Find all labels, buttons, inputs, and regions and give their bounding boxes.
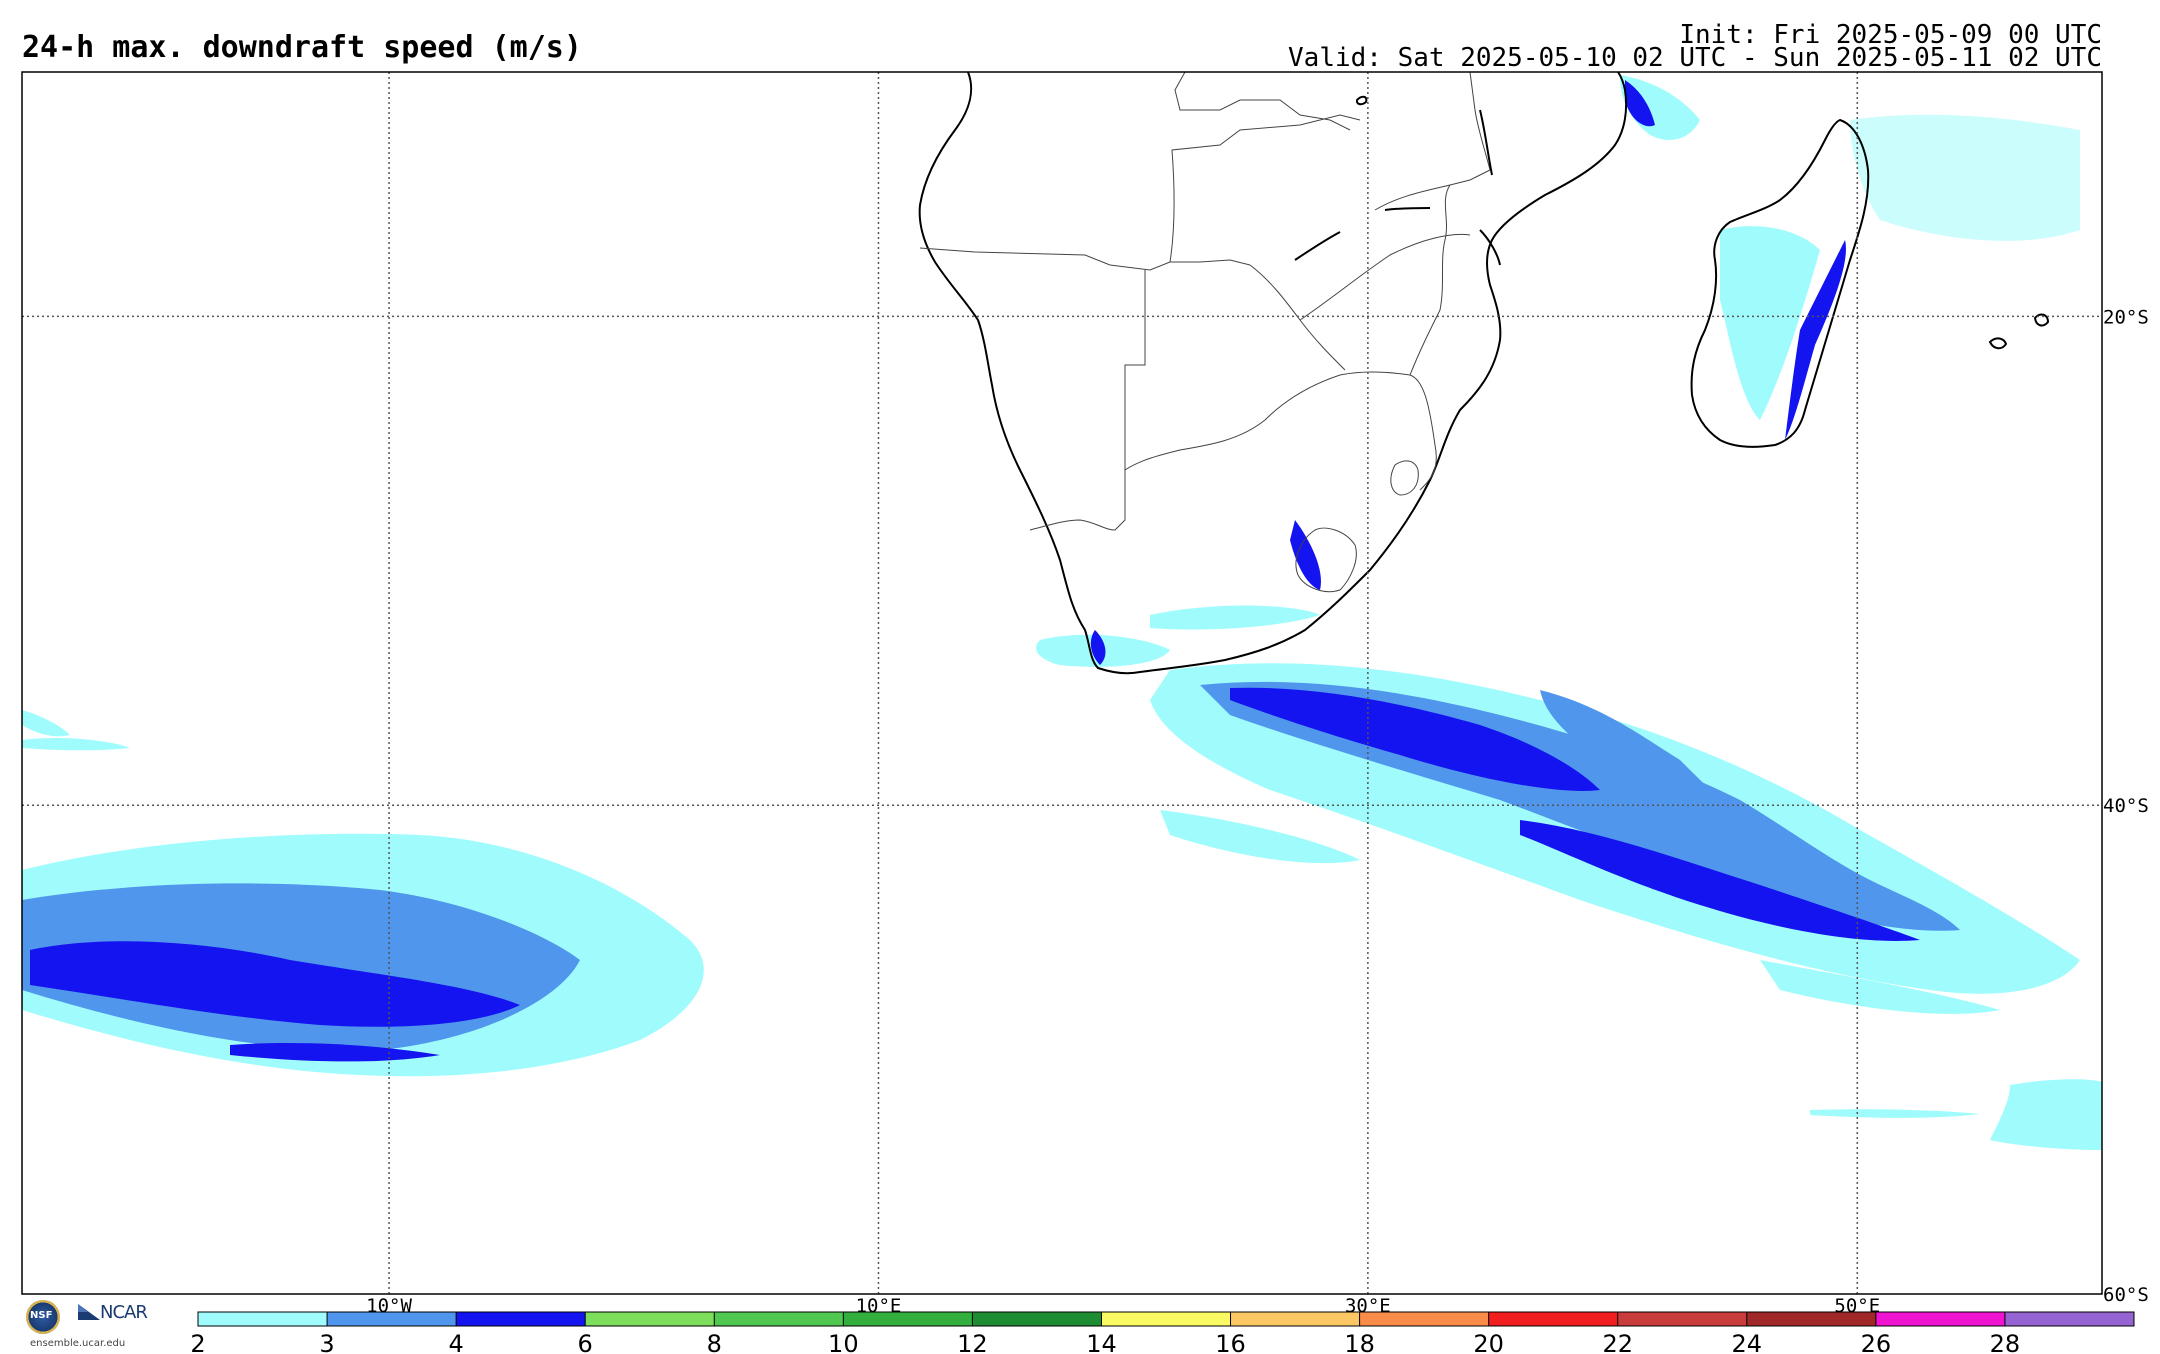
logo-area: NSF NCAR ensemble.ucar.edu — [22, 1298, 162, 1354]
mauritius-outline — [1988, 337, 2008, 350]
field-region-east-tail — [1760, 960, 2000, 1014]
field-region-madagascar — [1720, 226, 1820, 420]
border-lesotho — [1295, 527, 1357, 593]
parallel-label: 20°S — [2103, 306, 2149, 328]
field-speck-cape — [1090, 630, 1106, 665]
field-region-north-core — [1625, 80, 1655, 127]
colorbar-swatch — [1746, 1312, 1876, 1326]
field-region-east-streak — [1160, 810, 1360, 864]
colorbar-swatch — [198, 1312, 328, 1326]
border-eswatini — [1390, 460, 1419, 496]
colorbar-tick-label: 24 — [1732, 1330, 1763, 1354]
field-region-south-coast — [1150, 605, 1320, 630]
graticule-labels: 10°W 10°E 30°E 50°E20°S40°S60°S — [366, 306, 2149, 1317]
colorbar-swatch — [456, 1312, 586, 1326]
colorbar-tick-label: 18 — [1344, 1330, 1375, 1354]
field-region-east-core1 — [1230, 687, 1600, 791]
border-botswana-zimbabwe — [1249, 264, 1346, 371]
graticule — [22, 72, 2102, 1294]
nsf-logo — [26, 1300, 60, 1334]
colorbar-swatch — [972, 1312, 1102, 1326]
colorbar-swatch — [585, 1312, 715, 1326]
colorbar-tick-label: 28 — [1990, 1330, 2021, 1354]
border-zambia-west — [1169, 114, 1361, 263]
colorbar-swatch — [1230, 1312, 1360, 1326]
field-region-north — [1620, 75, 1700, 140]
colorbar-tick-label: 20 — [1473, 1330, 1504, 1354]
downdraft-shading — [22, 75, 2102, 1150]
valid-time-range: Valid: Sat 2025-05-10 02 UTC - Sun 2025-… — [1288, 43, 2102, 73]
colorbar-tick-label: 12 — [957, 1330, 988, 1354]
field-streak-se — [1810, 1109, 1980, 1118]
ncar-logo-mark — [78, 1304, 100, 1320]
colorbar-tick-label: 16 — [1215, 1330, 1246, 1354]
field-speck — [22, 710, 70, 737]
border-namibia-east — [1114, 270, 1146, 531]
nsf-logo-text: NSF — [30, 1310, 53, 1321]
field-region-lesotho — [1290, 520, 1321, 590]
coastlines — [918, 72, 2050, 675]
field-region-madagascar-core — [1785, 240, 1846, 440]
colorbar-swatch — [1875, 1312, 2005, 1326]
colorbar-tick-label: 2 — [190, 1330, 205, 1354]
lake-bangweulu — [1384, 207, 1431, 211]
field-speck — [22, 737, 130, 751]
field-region-east-indian — [1850, 114, 2080, 241]
parallel-label: 40°S — [2103, 795, 2149, 817]
map-frame — [21, 71, 2103, 1295]
colorbar-swatch — [1617, 1312, 1747, 1326]
website-url: ensemble.ucar.edu — [30, 1338, 126, 1349]
lake-mweru — [1355, 95, 1368, 106]
border-drc — [1174, 72, 1351, 131]
colorbar-tick-label: 14 — [1086, 1330, 1117, 1354]
map-title: 24-h max. downdraft speed (m/s) — [22, 30, 582, 65]
field-region-east-band — [1540, 690, 1740, 815]
madagascar-coastline — [1690, 118, 1870, 448]
colorbar-tick-label: 22 — [1602, 1330, 1633, 1354]
colorbar-swatch — [1488, 1312, 1618, 1326]
ncar-logo-text: NCAR — [100, 1302, 148, 1323]
lake-kariba — [1294, 231, 1341, 261]
colorbar-swatch — [843, 1312, 973, 1326]
lake-malawi — [1479, 109, 1493, 176]
reunion-outline — [2033, 313, 2050, 327]
colorbar-tick-label: 8 — [707, 1330, 722, 1354]
inland-water — [1294, 95, 1501, 266]
colorbar-tick-label: 26 — [1861, 1330, 1892, 1354]
border-zambia-zimbabwe — [1299, 233, 1471, 321]
parallel-label: 60°S — [2103, 1284, 2149, 1306]
init-time: Init: Fri 2025-05-09 00 UTC — [1679, 20, 2102, 50]
colorbar-swatch — [1101, 1312, 1231, 1326]
field-region-west-core2 — [230, 1043, 440, 1062]
border-orange-river — [1029, 519, 1116, 531]
africa-coastline — [918, 72, 1628, 675]
colorbar-swatch — [714, 1312, 844, 1326]
field-region-southeast — [1990, 1079, 2102, 1150]
colorbar-tick-label: 6 — [578, 1330, 593, 1354]
colorbar-swatch — [1359, 1312, 1489, 1326]
lake-cahora-bassa — [1479, 229, 1501, 266]
colorbar-swatch — [327, 1312, 457, 1326]
border-mozambique — [1409, 184, 1451, 376]
border-tanzania — [1469, 72, 1491, 171]
border-malawi — [1374, 169, 1491, 211]
colorbar-tick-label: 3 — [319, 1330, 334, 1354]
field-region-east-core2 — [1520, 820, 1920, 941]
border-botswana-south — [1124, 371, 1437, 491]
field-region-west-core — [30, 941, 520, 1027]
colorbar-tick-label: 4 — [448, 1330, 463, 1354]
colorbar-swatch — [2004, 1312, 2134, 1326]
colorbar-tick-label: 10 — [828, 1330, 859, 1354]
colorbar: 2 3 4 6 8 10 12 14 16 18 20 22 24 26 28 — [190, 1311, 2135, 1354]
border-angola-south — [919, 247, 1251, 271]
country-borders — [919, 72, 1491, 593]
